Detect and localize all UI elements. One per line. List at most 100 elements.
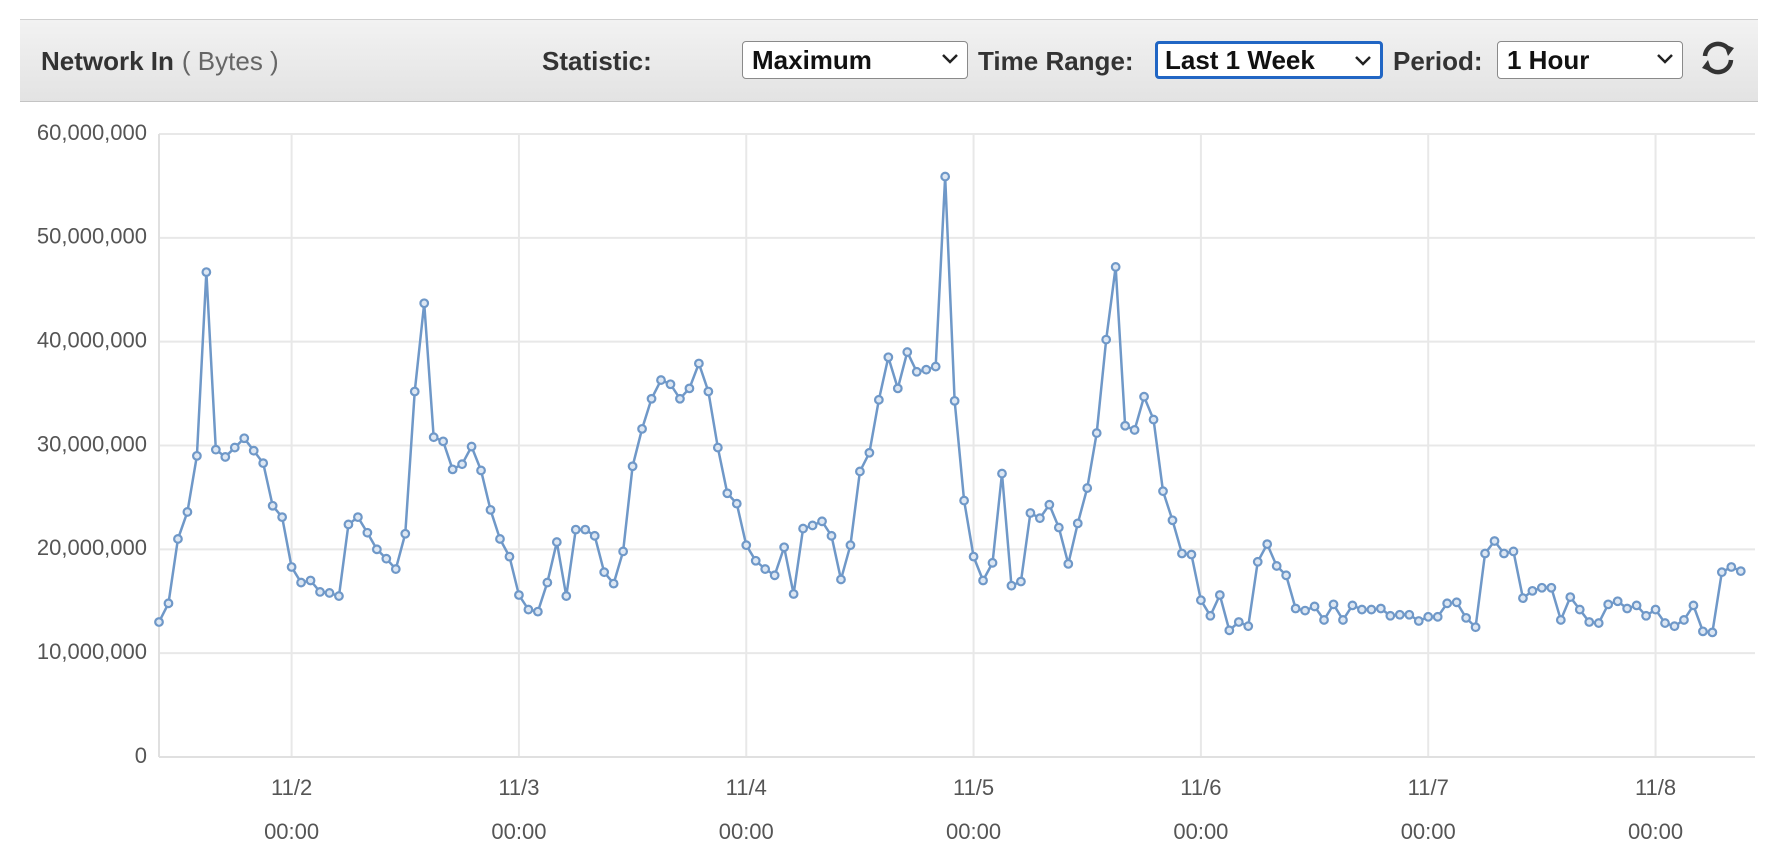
x-tick-label: 11/2 [271, 775, 312, 800]
data-point [798, 523, 808, 534]
data-point [826, 530, 837, 541]
x-tick-label: 11/5 [953, 775, 994, 800]
period-select[interactable]: 1 Hour [1497, 41, 1683, 79]
widget-title: Network In( Bytes ) [41, 20, 279, 103]
y-tick-label: 20,000,000 [37, 535, 147, 560]
data-point [390, 564, 401, 574]
data-point [760, 564, 771, 574]
x-tick-label: 11/7 [1408, 775, 1449, 800]
x-tick-label: 11/8 [1635, 775, 1676, 800]
statistic-select[interactable]: Maximum [742, 41, 968, 79]
y-tick-label: 50,000,000 [37, 224, 147, 249]
x-tick-sublabel: 00:00 [1628, 819, 1683, 844]
select-value: Last 1 Week [1165, 44, 1315, 75]
data-point [883, 352, 894, 363]
data-point [286, 562, 297, 572]
data-point [154, 617, 164, 627]
data-point [637, 423, 647, 434]
data-point [618, 546, 629, 557]
data-point [1688, 600, 1699, 611]
data-point [315, 587, 325, 597]
data-point [1546, 582, 1557, 593]
data-point [1016, 576, 1026, 587]
data-point [608, 578, 619, 589]
data-point [542, 577, 553, 588]
series-line [157, 176, 1742, 634]
data-point [1470, 622, 1481, 633]
data-point [1328, 599, 1339, 610]
data-point [1300, 605, 1310, 616]
data-point [447, 464, 458, 475]
data-point [1480, 548, 1490, 559]
data-point [1555, 615, 1566, 625]
data-point [1120, 420, 1131, 431]
data-point [656, 375, 666, 385]
data-point [1366, 604, 1377, 615]
refresh-button[interactable] [1698, 38, 1738, 78]
data-point [1053, 522, 1064, 533]
data-point [1622, 603, 1633, 614]
data-point [570, 524, 581, 535]
data-point [968, 551, 979, 562]
data-point [1574, 604, 1585, 615]
data-point [277, 512, 288, 523]
data-point [381, 553, 392, 564]
data-point [495, 534, 505, 544]
x-tick-sublabel: 00:00 [719, 819, 774, 844]
chevron [942, 54, 958, 64]
data-point [599, 567, 610, 578]
data-point [1527, 585, 1538, 596]
x-tick-sublabel: 00:00 [491, 819, 546, 844]
data-point [239, 433, 250, 444]
data-point [1413, 616, 1424, 626]
data-point [514, 590, 524, 600]
data-point [1252, 556, 1263, 567]
data-point [1641, 610, 1651, 621]
time-range-select[interactable]: Last 1 Week [1155, 41, 1383, 79]
data-point [1679, 615, 1689, 625]
data-point [750, 555, 761, 566]
data-point [334, 591, 344, 601]
data-point [1110, 262, 1121, 272]
data-point [409, 386, 420, 397]
x-tick-sublabel: 00:00 [946, 819, 1001, 844]
data-point [1404, 609, 1415, 620]
data-point [911, 366, 922, 377]
data-point [182, 507, 193, 517]
data-point [1499, 548, 1509, 559]
data-point [1631, 600, 1642, 611]
data-point [1669, 621, 1680, 632]
data-point [1006, 580, 1017, 591]
data-point [1338, 615, 1348, 625]
data-point [220, 452, 231, 462]
data-point [1034, 513, 1045, 524]
data-point [1063, 558, 1074, 569]
title-text: Network In [41, 46, 174, 76]
y-tick-label: 60,000,000 [37, 120, 147, 145]
data-point [1603, 599, 1614, 610]
data-point [1385, 610, 1396, 621]
control-label: Period: [1393, 46, 1483, 76]
unit-text: ( Bytes ) [181, 46, 279, 76]
data-point [1508, 546, 1519, 557]
data-point [836, 574, 846, 585]
data-point [940, 171, 951, 182]
x-tick-sublabel: 00:00 [1401, 819, 1456, 844]
data-point [258, 458, 269, 469]
data-point [248, 445, 259, 456]
y-tick-label: 0 [135, 743, 147, 768]
data-point [1271, 561, 1282, 571]
data-point [1082, 483, 1093, 493]
data-point [949, 395, 960, 406]
data-point [864, 447, 875, 458]
data-point [703, 386, 714, 397]
data-point [1233, 617, 1244, 627]
data-point [1224, 625, 1235, 636]
data-point [1139, 391, 1149, 402]
data-point [1593, 618, 1604, 628]
data-point [457, 459, 467, 470]
y-tick-label: 10,000,000 [37, 639, 147, 664]
data-point [675, 393, 685, 404]
data-point [551, 537, 562, 547]
